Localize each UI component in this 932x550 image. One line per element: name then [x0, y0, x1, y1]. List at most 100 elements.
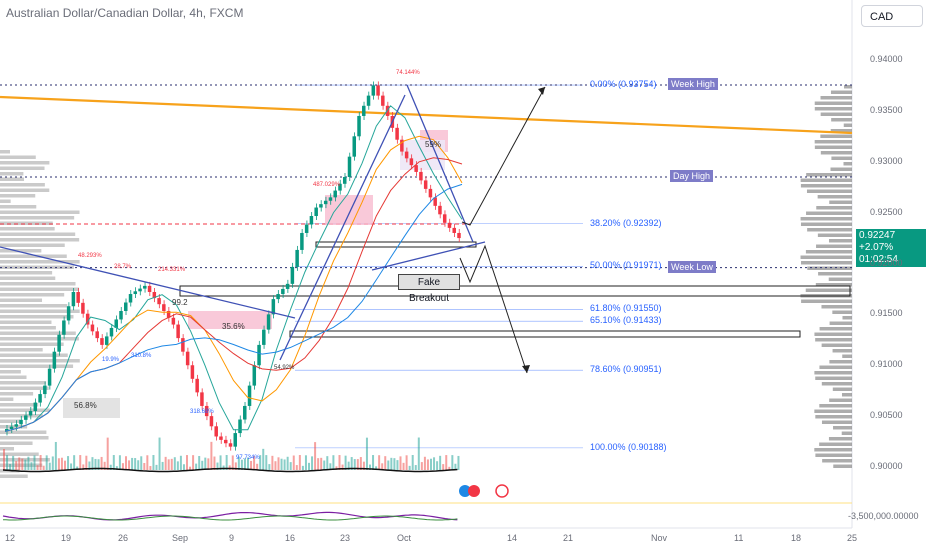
volume-profile-bar	[0, 474, 28, 478]
volume-bar	[225, 455, 228, 470]
candle-body	[243, 405, 247, 420]
box-percent-label: 59%	[425, 140, 442, 149]
zone-rect	[289, 330, 801, 338]
x-tick-label: 12	[5, 533, 16, 543]
volume-profile-bar	[820, 151, 852, 155]
fib-level-label: 78.60% (0.90951)	[590, 364, 662, 375]
volume-bar	[103, 461, 106, 470]
volume-bar	[405, 455, 408, 470]
candle-body	[5, 429, 9, 432]
volume-bar	[73, 455, 76, 470]
small-annotation: 74.144%	[396, 70, 420, 76]
volume-bar	[426, 459, 429, 470]
volume-profile-bar	[842, 354, 852, 358]
candle-body	[143, 285, 147, 289]
volume-bar	[27, 456, 30, 470]
shaded-box	[188, 311, 272, 329]
volume-bar	[189, 466, 192, 470]
volume-bar	[6, 455, 9, 470]
volume-profile-bar	[0, 337, 79, 341]
candle-body	[195, 378, 199, 393]
volume-profile-bar	[0, 397, 14, 401]
volume-profile-bar	[0, 348, 43, 352]
candle-body	[162, 304, 166, 311]
volume-profile-bar	[0, 188, 50, 192]
volume-profile-bar	[0, 403, 39, 407]
small-annotation: 487.029%	[313, 182, 341, 188]
candle-body	[400, 139, 404, 152]
candle-body	[376, 85, 380, 96]
candle-body	[266, 314, 271, 330]
candle-body	[428, 188, 433, 198]
candle-body	[319, 204, 323, 208]
candle-body	[414, 165, 418, 172]
volume-profile-bar	[815, 283, 852, 287]
candle-body	[100, 338, 104, 345]
volume-bar	[82, 464, 85, 470]
volume-bar	[329, 463, 332, 470]
volume-profile-bar	[819, 404, 852, 408]
moving-average	[4, 105, 463, 432]
candle-body	[300, 232, 304, 250]
fib-level-label: 50.00% (0.91971)	[590, 260, 662, 271]
volume-bar	[332, 455, 335, 470]
volume-bar	[128, 460, 131, 470]
volume-profile-bar	[0, 419, 21, 423]
y-tick-label: 0.91500	[870, 308, 903, 319]
volume-profile-bar	[0, 320, 52, 324]
volume-profile-bar	[0, 386, 49, 390]
currency-button[interactable]: CAD	[861, 5, 923, 27]
candle-body	[28, 411, 33, 416]
volume-bar	[274, 461, 277, 470]
volume-bar	[359, 457, 362, 470]
volume-profile-bar	[814, 107, 852, 111]
volume-profile-bar	[805, 250, 852, 254]
x-tick-label: 11	[734, 533, 744, 543]
volume-profile-bar	[815, 338, 852, 342]
volume-bar	[94, 458, 97, 470]
y-tick-label: 0.91000	[870, 359, 903, 370]
volume-profile-bar	[0, 304, 68, 308]
candle-body	[290, 266, 295, 284]
y-tick-label: 0.93500	[870, 104, 903, 115]
volume-bar	[451, 455, 454, 470]
volume-bar	[100, 456, 103, 470]
volume-bar	[21, 458, 24, 470]
volume-bar	[88, 461, 91, 470]
volume-profile-bar	[815, 453, 852, 457]
x-tick-label: Sep	[172, 533, 189, 543]
volume-bar	[344, 455, 347, 470]
volume-profile-bar	[828, 239, 852, 243]
candle-body	[124, 302, 128, 311]
volume-bar	[134, 458, 137, 470]
volume-bar	[201, 460, 204, 470]
volume-bar	[314, 442, 317, 470]
volume-bar	[231, 455, 234, 470]
volume-profile-bar	[806, 173, 852, 177]
projection-arrow	[461, 86, 546, 226]
volume-bar	[228, 465, 231, 470]
volume-bar	[311, 456, 314, 470]
volume-profile-bar	[800, 178, 852, 182]
volume-bar	[97, 459, 100, 470]
level-tag: Week High	[668, 78, 718, 91]
volume-bar	[399, 456, 402, 470]
volume-profile-bar	[816, 244, 852, 248]
volume-bar	[448, 466, 451, 470]
shaded-box	[63, 398, 120, 418]
volume-profile-bar	[800, 184, 852, 188]
volume-profile-bar	[831, 118, 852, 122]
volume-profile-bar	[814, 140, 852, 144]
volume-profile-bar	[829, 321, 852, 325]
volume-profile-bar	[819, 327, 852, 331]
volume-bar	[115, 466, 118, 470]
volume-profile-bar	[0, 194, 36, 198]
zone-rect	[179, 285, 851, 297]
y-tick-label: 0.92000	[870, 257, 903, 268]
volume-profile-bar	[806, 211, 852, 215]
volume-profile-bar	[819, 442, 852, 446]
volume-bar	[195, 463, 198, 470]
candle-body	[323, 200, 328, 205]
volume-bar	[280, 458, 283, 470]
